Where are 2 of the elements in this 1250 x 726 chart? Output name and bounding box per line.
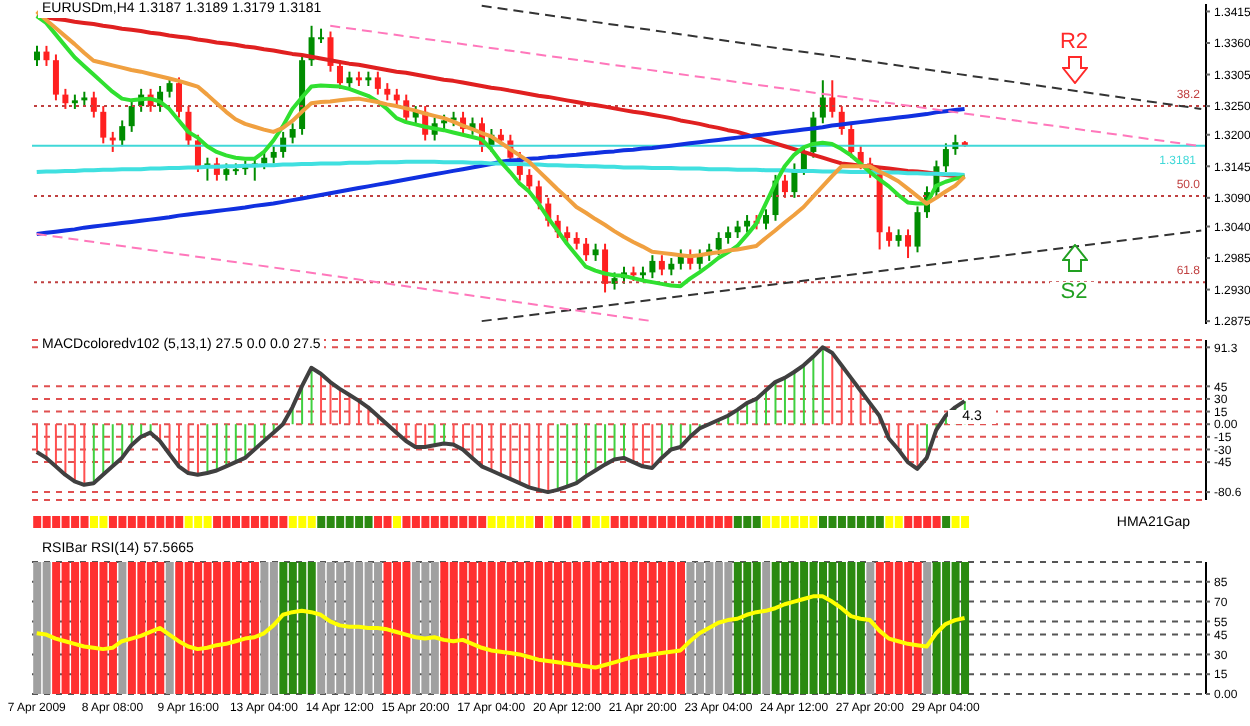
annotation: R2: [1050, 30, 1098, 55]
annotation: S2: [1050, 279, 1098, 304]
